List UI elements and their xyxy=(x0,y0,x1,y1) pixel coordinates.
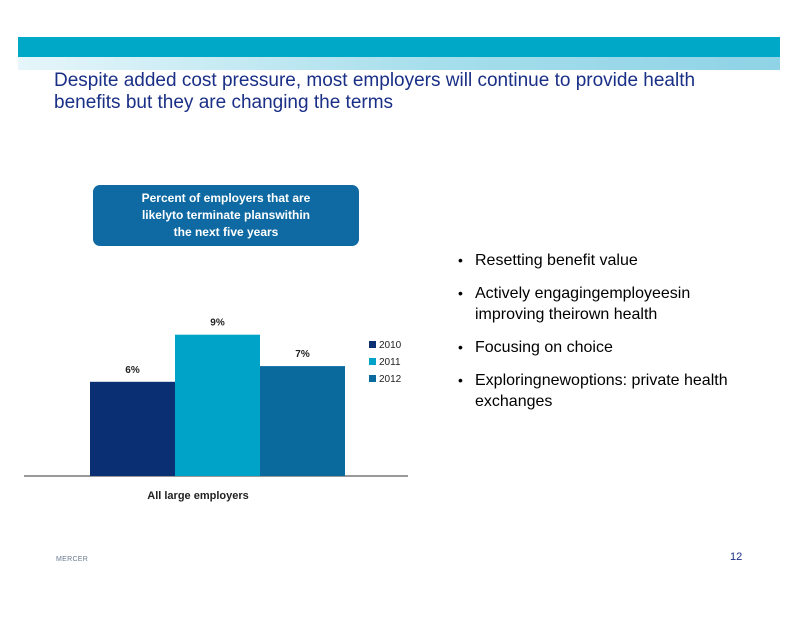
page-number: 12 xyxy=(730,551,743,563)
legend-swatch-2011 xyxy=(369,358,376,365)
callout-line: the next five years xyxy=(173,225,279,239)
bullet-list: Resetting benefit value Actively engagin… xyxy=(458,250,758,424)
legend-label-2011: 2011 xyxy=(379,357,401,368)
bullet-item: Resetting benefit value xyxy=(458,250,758,271)
slide-title: Despite added cost pressure, most employ… xyxy=(54,70,696,113)
data-label-2011: 9% xyxy=(210,318,225,329)
callout-line: Percent of employers that are xyxy=(141,191,311,205)
header-band-light xyxy=(18,57,780,70)
bullet-item: Focusing on choice xyxy=(458,337,758,358)
legend-label-2012: 2012 xyxy=(379,374,402,385)
callout-line: likelyto terminate planswithin xyxy=(141,208,311,222)
bar-2010 xyxy=(90,381,175,476)
bullet-item: Actively engagingemployeesin improving t… xyxy=(458,283,758,325)
category-label: All large employers xyxy=(147,490,249,502)
bullet-item: Exploringnewoptions: private health exch… xyxy=(458,370,758,412)
legend-label-2010: 2010 xyxy=(379,340,402,351)
legend-swatch-2012 xyxy=(369,375,376,382)
bar-2012 xyxy=(260,366,345,476)
data-label-2010: 6% xyxy=(125,365,140,376)
data-label-2012: 7% xyxy=(295,349,310,360)
chart-callout: Percent of employers that are likelyto t… xyxy=(93,185,359,246)
header-band-dark xyxy=(18,37,780,57)
bar-2011 xyxy=(175,334,260,476)
legend-swatch-2010 xyxy=(369,341,376,348)
footer-brand: MERCER xyxy=(56,556,89,563)
